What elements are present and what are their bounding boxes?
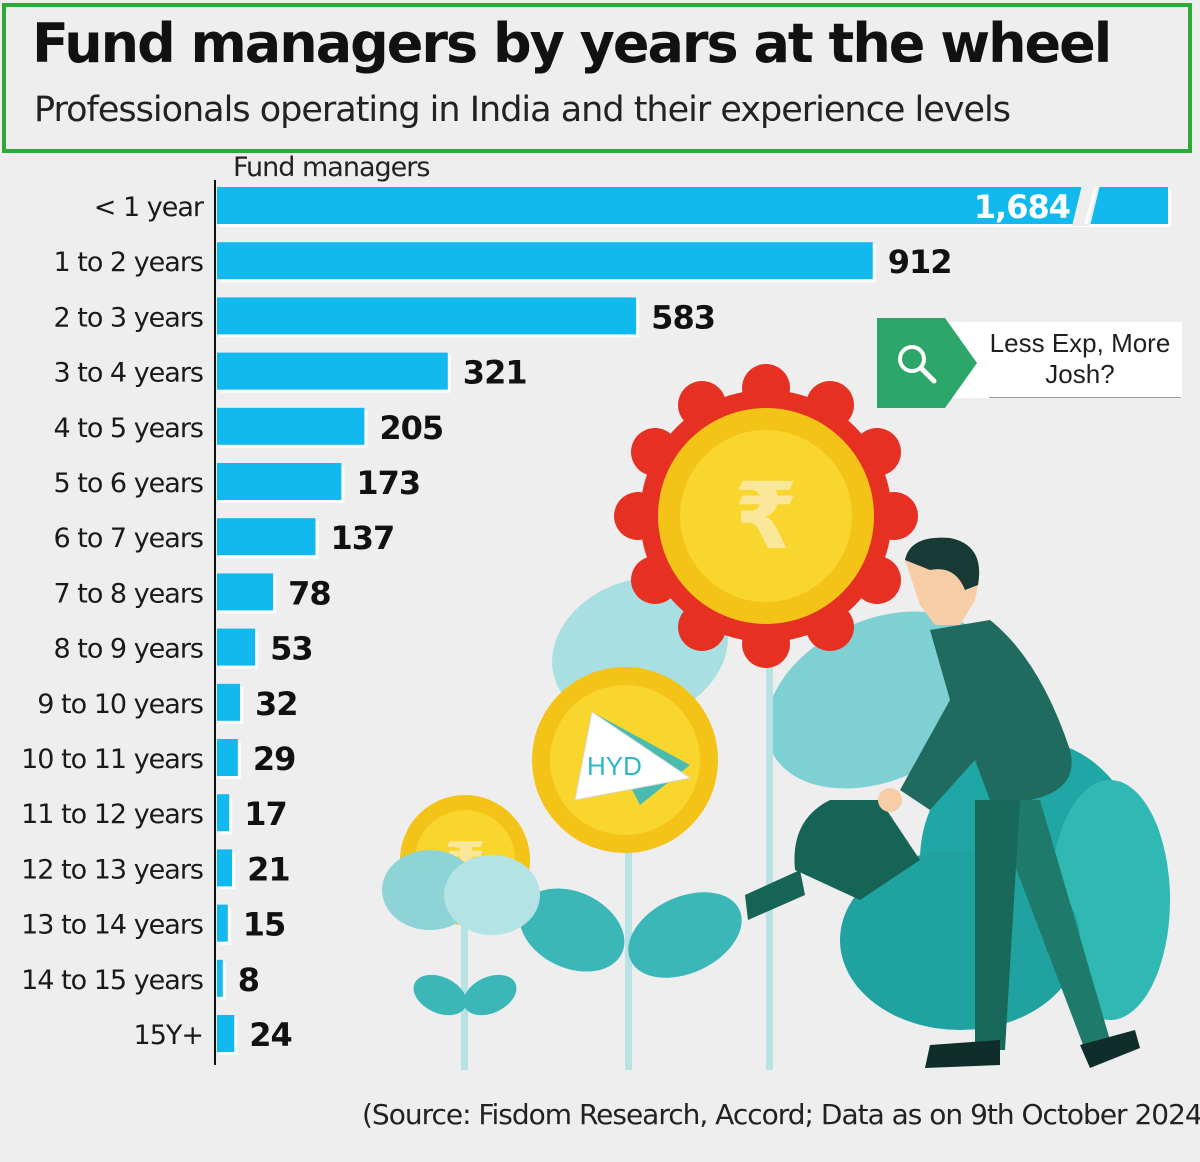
category-label: 14 to 15 years bbox=[21, 965, 203, 996]
category-label: 6 to 7 years bbox=[53, 523, 203, 554]
value-label: 32 bbox=[255, 685, 298, 723]
value-label: 29 bbox=[253, 740, 296, 778]
value-label: 8 bbox=[238, 961, 259, 999]
bar bbox=[217, 849, 233, 887]
category-label: 2 to 3 years bbox=[53, 302, 203, 333]
category-label: 13 to 14 years bbox=[21, 910, 203, 941]
search-chip-line1: Less Exp, More bbox=[989, 328, 1171, 358]
bar bbox=[217, 242, 873, 280]
bar bbox=[217, 297, 637, 335]
category-label: < 1 year bbox=[94, 192, 205, 223]
value-label: 583 bbox=[651, 298, 715, 336]
small-leaves bbox=[413, 888, 742, 1016]
value-label: 17 bbox=[244, 795, 287, 833]
bar bbox=[217, 739, 238, 776]
rupee-coin-small: ₹ bbox=[382, 795, 540, 935]
category-label: 7 to 8 years bbox=[53, 578, 203, 609]
bar bbox=[217, 794, 230, 832]
bar bbox=[217, 518, 316, 556]
stems bbox=[461, 640, 773, 1070]
search-chip-underline bbox=[989, 397, 1181, 398]
search-chip-text: Less Exp, More Josh? bbox=[975, 328, 1185, 390]
category-label: 10 to 11 years bbox=[21, 744, 203, 775]
value-label: 912 bbox=[888, 243, 952, 281]
value-label: 205 bbox=[379, 409, 443, 447]
bar bbox=[217, 1015, 235, 1052]
value-label: 173 bbox=[356, 464, 420, 502]
bar bbox=[217, 573, 274, 611]
bar bbox=[217, 463, 342, 500]
page-subtitle: Professionals operating in India and the… bbox=[34, 90, 1011, 130]
axis-break-line bbox=[1084, 186, 1098, 225]
value-label: 321 bbox=[463, 354, 527, 392]
bar bbox=[217, 187, 1168, 224]
value-label: 137 bbox=[331, 519, 395, 557]
category-label: 3 to 4 years bbox=[53, 358, 203, 389]
x-axis-title: Fund managers bbox=[233, 152, 430, 183]
value-label: 1,684 bbox=[974, 188, 1070, 226]
search-chip[interactable]: Less Exp, More Josh? bbox=[877, 318, 1182, 408]
category-label: 12 to 13 years bbox=[21, 854, 203, 885]
rupee-symbol-icon: ₹ bbox=[734, 463, 798, 570]
bar bbox=[217, 683, 241, 721]
bar-shadow bbox=[220, 962, 226, 1000]
bars-layer: < 1 year 1,684 1 to 2 years 912 2 to 3 years… bbox=[21, 185, 1171, 1055]
category-label: 5 to 6 years bbox=[53, 468, 203, 499]
man-watering-icon bbox=[745, 537, 1140, 1068]
search-chip-background bbox=[947, 322, 1182, 398]
category-label: 1 to 2 years bbox=[53, 247, 203, 278]
bar bbox=[217, 628, 256, 666]
category-label: 11 to 12 years bbox=[21, 799, 203, 830]
bar bbox=[217, 904, 228, 942]
header-box bbox=[2, 3, 1192, 153]
value-label: 53 bbox=[270, 630, 313, 668]
hyd-watermark-text: HYD bbox=[587, 751, 642, 781]
search-chip-line2: Josh? bbox=[1045, 359, 1115, 389]
value-label: 24 bbox=[249, 1016, 292, 1054]
hyd-watermark-logo: HYD bbox=[574, 711, 692, 805]
bar bbox=[217, 959, 223, 997]
value-label: 15 bbox=[243, 906, 286, 944]
magnifier-icon bbox=[898, 345, 937, 384]
category-label: 9 to 10 years bbox=[37, 689, 203, 720]
value-label: 78 bbox=[288, 574, 331, 612]
value-label: 21 bbox=[247, 850, 290, 888]
category-label: 8 to 9 years bbox=[53, 634, 203, 665]
source-note: (Source: Fisdom Research, Accord; Data a… bbox=[362, 1098, 1200, 1131]
page-title: Fund managers by years at the wheel bbox=[32, 12, 1112, 75]
category-label: 4 to 5 years bbox=[53, 413, 203, 444]
bar bbox=[217, 407, 365, 445]
category-label: 15Y+ bbox=[134, 1020, 203, 1051]
rupee-flower-large: ₹ bbox=[614, 364, 918, 668]
bar bbox=[217, 352, 448, 390]
